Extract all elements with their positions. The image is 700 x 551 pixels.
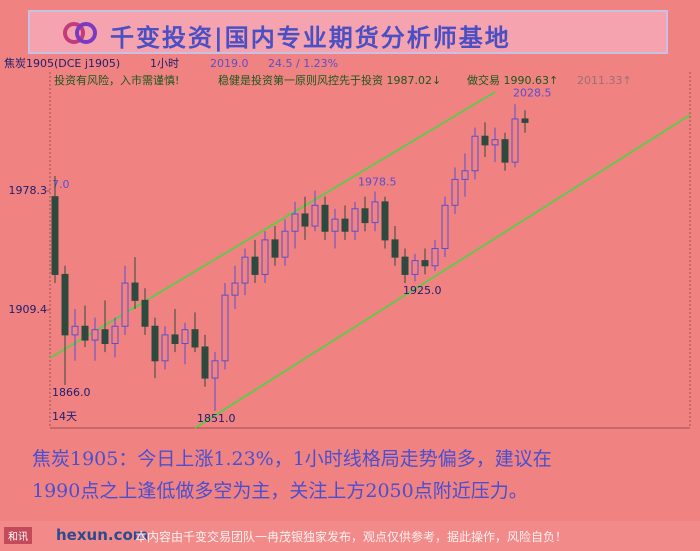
comment-line: 焦炭1905：今日上涨1.23%，1小时线格局走势偏多，建议在 [32,448,552,470]
candle-body [391,239,399,258]
candle-body [71,325,79,336]
candle-body [501,139,509,163]
logo-icon [63,22,97,44]
candle-body [361,208,369,224]
symbol: 焦炭1905(DCE j1905) [4,57,120,70]
price-annotation: 2028.5 [513,86,552,99]
disclaimer: 本内容由千变交易团队一冉茂银独家发布，观点仅供参考，据此操作，风险自负！ [135,530,568,544]
candle-body [101,329,109,345]
candle-body [51,196,59,275]
left-label: 7.0 [52,178,70,191]
price-annotation: 1978.5 [358,176,397,189]
candle-body [441,204,449,250]
candle-body [511,118,519,163]
candle-body [201,346,209,379]
candle-body [421,260,429,267]
chart: 焦炭1905(DCE j1905) 1小时 2019.0 24.5 / 1.23… [4,57,691,429]
channel-line [49,91,496,359]
candle-body [521,118,529,123]
banner: 千变投资|国内专业期货分析师基地 [28,10,668,54]
candle-body [91,329,99,341]
span-label: 14天 [52,410,77,423]
candle-body [241,256,249,284]
footer-logo: 和讯 [4,527,32,544]
candle-body [111,325,119,345]
candle-body [141,299,149,327]
candle-body [461,170,469,180]
candle-body [291,213,299,232]
price-annotation: 1866.0 [52,386,91,399]
candle-body [221,294,229,362]
candle-body [471,135,479,172]
candle-body [321,204,329,232]
comment-line: 1990点之上逢低做多空为主，关注上方2050点附近压力。 [32,480,528,502]
candle-body [371,201,379,224]
candle-body [211,360,219,379]
candle-body [341,218,349,232]
change: 24.5 / 1.23% [268,57,338,70]
candle-body [381,201,389,241]
candle-body [451,178,459,206]
comment: 焦炭1905：今日上涨1.23%，1小时线格局走势偏多，建议在 1990点之上逢… [32,443,552,507]
footer: 和讯 hexun.com 本内容由千变交易团队一冉茂银独家发布，观点仅供参考，据… [0,521,700,551]
indicator: 稳健是投资第一原则风控先于投资 1987.02↓ [218,73,441,87]
candle-body [131,282,139,301]
candle-body [61,273,69,336]
candle-body [411,260,419,275]
candle-body [231,282,239,296]
candle-body [301,213,309,227]
banner-title: 千变投资|国内专业期货分析师基地 [110,24,511,52]
candle-body [261,239,269,275]
y-tick-label: 1978.3 [9,184,48,197]
candle-body [311,204,319,227]
price-annotation: 1851.0 [197,412,236,425]
indicator: 2011.33↑ [577,74,632,87]
candle-body [351,208,359,232]
candle-body [161,334,169,362]
indicator: 做交易 1990.63↑ [467,73,558,87]
candle-body [271,239,279,258]
candle-body [401,256,409,275]
candle-body [431,248,439,267]
price: 2019.0 [210,57,249,70]
y-tick-label: 1909.4 [9,303,48,316]
candle-body [251,256,259,275]
period[interactable]: 1小时 [150,57,179,70]
candle-body [191,329,199,348]
candle-body [181,329,189,345]
candle-body [281,230,289,258]
candle-body [481,135,489,146]
candle-body [121,282,129,327]
price-annotation: 1925.0 [403,284,442,297]
channel-line [194,114,691,429]
candle-body [151,325,159,362]
risk-notice: 投资有风险，入市需谨慎! [54,73,179,87]
candle-body [331,218,339,232]
candle-body [81,325,89,341]
candle-body [171,334,179,345]
candle-body [491,139,499,146]
footer-site[interactable]: hexun.com [56,526,149,544]
